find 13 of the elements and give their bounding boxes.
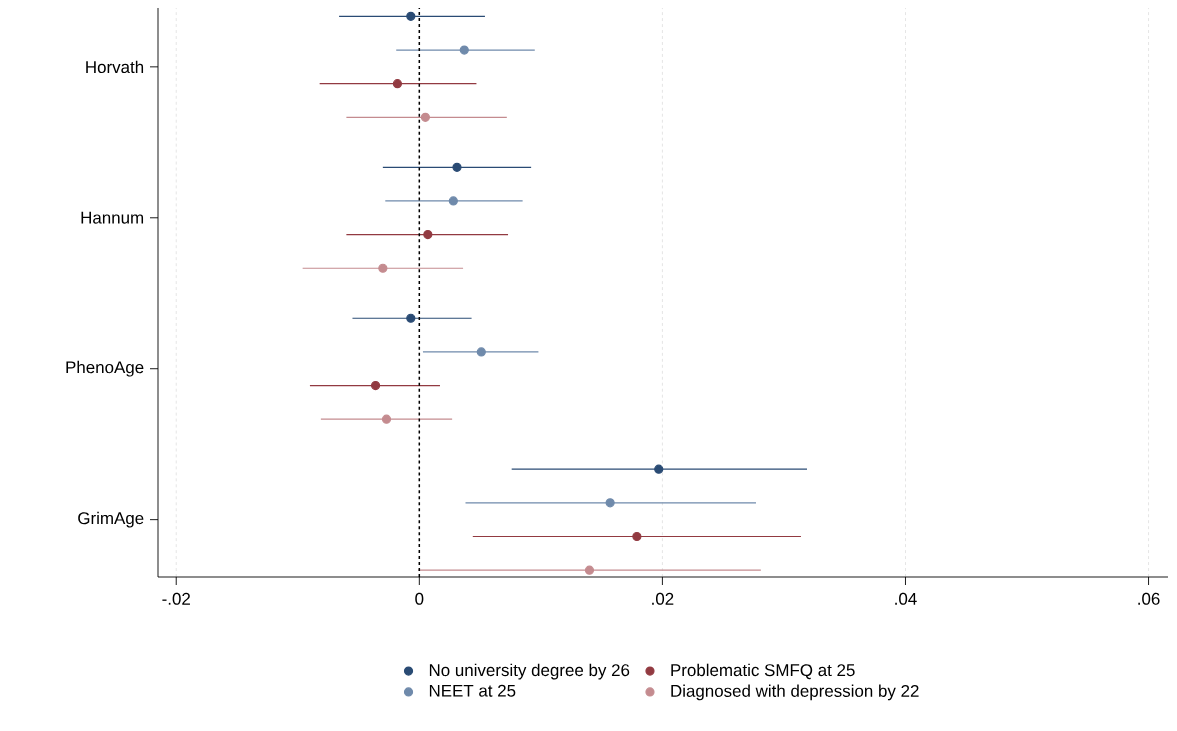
x-tick-label: 0 (415, 592, 424, 605)
y-tick-label: PhenoAge (66, 360, 144, 377)
x-tick-label: .02 (652, 592, 674, 605)
y-tick-label: Horvath (86, 60, 144, 74)
y-tick-label: Hannum (81, 211, 144, 224)
legend-label: NEET at 25 (429, 684, 516, 697)
x-tick-label: .06 (1138, 592, 1160, 605)
x-tick-label: -.02 (162, 592, 190, 605)
legend-label: Problematic SMFQ at 25 (671, 663, 855, 680)
y-tick-label: GrimAge (78, 511, 144, 528)
legend-label: No university degree by 26 (429, 663, 630, 680)
x-tick-label: .04 (895, 592, 917, 605)
legend-label: Diagnosed with depression by 22 (671, 684, 919, 701)
